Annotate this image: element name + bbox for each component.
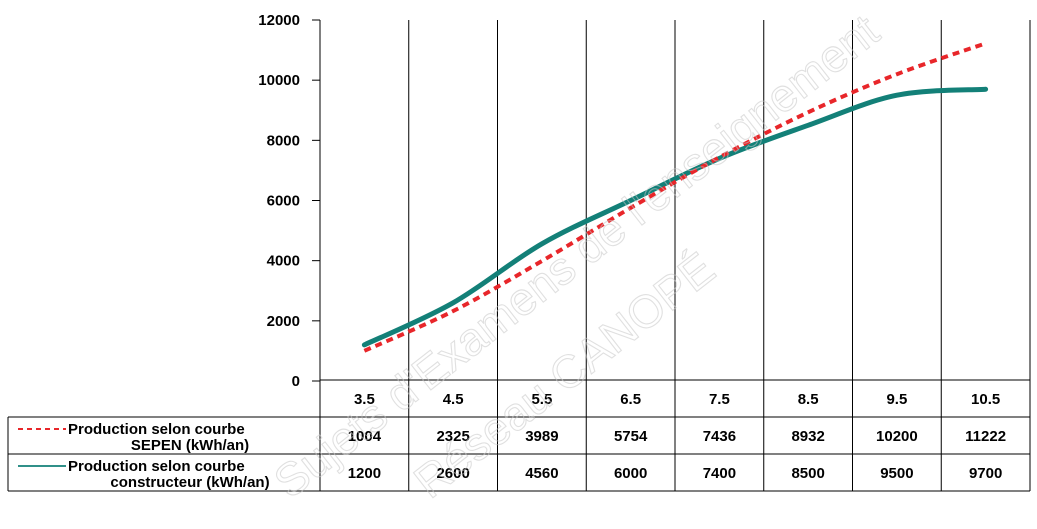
data-label: 8932 xyxy=(791,428,824,445)
data-label: 6000 xyxy=(614,465,647,482)
x-tick-label: 6.5 xyxy=(620,391,641,408)
data-label: 1200 xyxy=(348,465,381,482)
legend-label-line-2: constructeur (kWh/an) xyxy=(110,474,269,491)
y-tick-label: 8000 xyxy=(267,132,300,149)
x-tick-label: 7.5 xyxy=(709,391,730,408)
y-tick-label: 10000 xyxy=(258,72,300,89)
data-label: 10200 xyxy=(876,428,918,445)
x-tick-label: 10.5 xyxy=(971,391,1000,408)
data-label: 9700 xyxy=(969,465,1002,482)
y-tick-label: 4000 xyxy=(267,253,300,270)
data-label: 5754 xyxy=(614,428,648,445)
data-label: 8500 xyxy=(791,465,824,482)
y-tick-label: 2000 xyxy=(267,313,300,330)
legend-label-line-1: Production selon courbe xyxy=(68,421,245,438)
legend-label-line-1: Production selon courbe xyxy=(68,458,245,475)
y-tick-label: 0 xyxy=(292,373,300,390)
data-label: 11222 xyxy=(965,428,1006,445)
data-label: 7400 xyxy=(703,465,736,482)
data-label: 7436 xyxy=(703,428,736,445)
y-tick-label: 6000 xyxy=(267,193,300,210)
x-tick-label: 4.5 xyxy=(443,391,464,408)
y-tick-label: 12000 xyxy=(258,12,300,29)
y-axis: 0 2000 4000 6000 8000 10000 12000 xyxy=(258,12,320,390)
legend-label-line-2: SEPEN (kWh/an) xyxy=(131,437,249,454)
data-label: 4560 xyxy=(525,465,558,482)
data-label: 9500 xyxy=(880,465,913,482)
x-tick-label: 9.5 xyxy=(886,391,907,408)
x-tick-label: 8.5 xyxy=(798,391,819,408)
